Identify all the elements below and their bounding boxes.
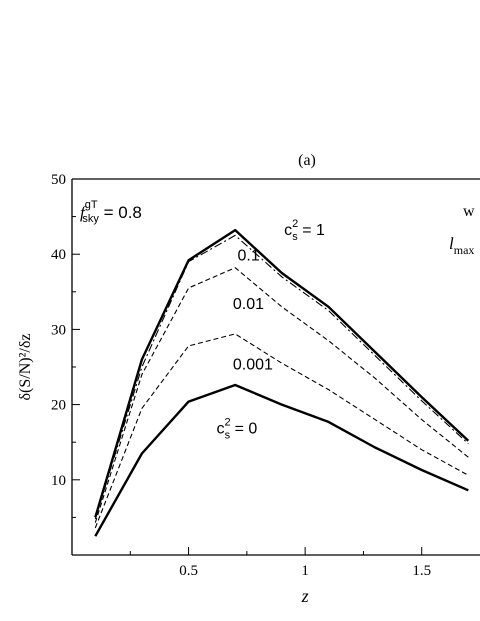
series-line-0 — [94, 228, 470, 518]
y-axis-label: δ(S/N)²/δz — [17, 334, 34, 401]
y-tick-label: 40 — [51, 247, 66, 263]
x-axis-label: z — [301, 586, 309, 606]
w-annotation: w — [463, 203, 475, 220]
lmax-annotation: lmax — [449, 234, 474, 257]
x-tick-label: 1 — [301, 563, 309, 579]
y-tick-label: 50 — [51, 172, 66, 188]
x-tick-label: 0.5 — [179, 563, 198, 579]
series-label-3: 0.001 — [233, 357, 273, 374]
series-line-4 — [94, 383, 469, 537]
series-label-0: c2 s = 1 — [284, 218, 325, 243]
series-line-3 — [94, 333, 469, 529]
y-tick-label: 30 — [51, 322, 66, 338]
series-line-1 — [94, 234, 469, 520]
y-tick-label: 10 — [51, 473, 66, 489]
y-tick-label: 20 — [51, 398, 66, 414]
series-line-2 — [94, 267, 469, 523]
series-label-1: 0.1 — [238, 248, 260, 265]
chart-title: (a) — [298, 152, 316, 169]
x-tick-label: 1.5 — [412, 563, 431, 579]
fsky-annotation: fgT sky = 0.8 — [80, 199, 142, 225]
series-label-4: c2 s = 0 — [217, 417, 258, 442]
series-label-2: 0.01 — [233, 296, 264, 313]
